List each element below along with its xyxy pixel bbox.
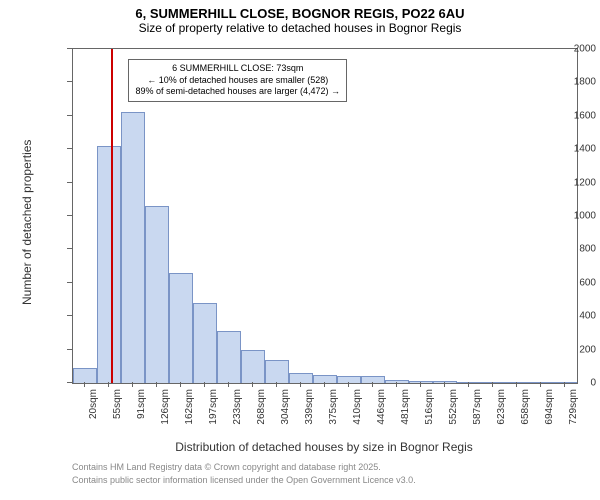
histogram-bar (73, 368, 97, 383)
histogram-bar (193, 303, 217, 383)
y-tick-label: 600 (532, 277, 596, 288)
histogram-bar (457, 382, 481, 383)
histogram-bar (313, 375, 337, 383)
x-tick-mark (180, 382, 181, 387)
histogram-bar (337, 376, 361, 383)
histogram-bar (97, 146, 121, 383)
y-tick-mark (67, 81, 72, 82)
x-tick-label: 304sqm (280, 389, 291, 425)
x-tick-label: 658sqm (520, 389, 531, 425)
y-tick-label: 2000 (532, 44, 596, 55)
footer-line-2: Contains public sector information licen… (72, 475, 416, 485)
x-tick-mark (252, 382, 253, 387)
x-tick-mark (444, 382, 445, 387)
y-tick-mark (67, 349, 72, 350)
y-tick-mark (67, 315, 72, 316)
histogram-bar (385, 380, 409, 383)
x-tick-label: 375sqm (328, 389, 339, 425)
x-tick-mark (228, 382, 229, 387)
histogram-bar (145, 206, 169, 383)
x-tick-mark (396, 382, 397, 387)
x-tick-label: 268sqm (256, 389, 267, 425)
histogram-bar (361, 376, 385, 383)
x-tick-mark (324, 382, 325, 387)
x-tick-label: 410sqm (352, 389, 363, 425)
x-tick-mark (108, 382, 109, 387)
y-tick-label: 1600 (532, 110, 596, 121)
histogram-bar (433, 381, 457, 383)
annotation-line-2: ← 10% of detached houses are smaller (52… (135, 75, 340, 87)
chart-title-sub: Size of property relative to detached ho… (0, 21, 600, 39)
annotation-line-3: 89% of semi-detached houses are larger (… (135, 86, 340, 98)
y-tick-mark (67, 182, 72, 183)
y-tick-mark (67, 115, 72, 116)
y-tick-label: 1400 (532, 144, 596, 155)
x-tick-label: 20sqm (88, 389, 99, 419)
x-tick-label: 729sqm (568, 389, 579, 425)
x-tick-mark (468, 382, 469, 387)
x-tick-mark (300, 382, 301, 387)
y-tick-mark (67, 215, 72, 216)
x-axis-label: Distribution of detached houses by size … (72, 440, 576, 454)
plot-area: 6 SUMMERHILL CLOSE: 73sqm ← 10% of detac… (72, 48, 578, 384)
x-tick-mark (420, 382, 421, 387)
x-tick-label: 481sqm (400, 389, 411, 425)
y-tick-label: 400 (532, 311, 596, 322)
x-tick-mark (540, 382, 541, 387)
x-tick-mark (372, 382, 373, 387)
x-tick-mark (204, 382, 205, 387)
histogram-bar (169, 273, 193, 383)
y-tick-label: 1000 (532, 211, 596, 222)
x-tick-label: 197sqm (208, 389, 219, 425)
histogram-bar (217, 331, 241, 383)
x-tick-label: 91sqm (136, 389, 147, 419)
chart-container: 6, SUMMERHILL CLOSE, BOGNOR REGIS, PO22 … (0, 0, 600, 500)
x-tick-label: 552sqm (448, 389, 459, 425)
histogram-bar (481, 382, 505, 383)
histogram-bar (289, 373, 313, 383)
x-tick-mark (516, 382, 517, 387)
annotation-box: 6 SUMMERHILL CLOSE: 73sqm ← 10% of detac… (128, 59, 347, 102)
histogram-bar (241, 350, 265, 383)
x-tick-label: 694sqm (544, 389, 555, 425)
x-tick-label: 233sqm (232, 389, 243, 425)
y-tick-mark (67, 148, 72, 149)
x-tick-mark (564, 382, 565, 387)
x-tick-mark (276, 382, 277, 387)
histogram-bar (265, 360, 289, 383)
property-marker-line (111, 49, 113, 383)
chart-title-main: 6, SUMMERHILL CLOSE, BOGNOR REGIS, PO22 … (0, 0, 600, 21)
x-tick-label: 446sqm (376, 389, 387, 425)
x-tick-label: 623sqm (496, 389, 507, 425)
x-tick-mark (84, 382, 85, 387)
annotation-line-1: 6 SUMMERHILL CLOSE: 73sqm (135, 63, 340, 75)
x-tick-label: 126sqm (160, 389, 171, 425)
x-tick-label: 339sqm (304, 389, 315, 425)
x-tick-mark (156, 382, 157, 387)
y-tick-mark (67, 48, 72, 49)
x-tick-mark (492, 382, 493, 387)
histogram-bar (409, 381, 433, 383)
y-tick-label: 1200 (532, 177, 596, 188)
x-tick-mark (348, 382, 349, 387)
y-tick-mark (67, 382, 72, 383)
x-tick-label: 587sqm (472, 389, 483, 425)
y-tick-label: 200 (532, 344, 596, 355)
footer-line-1: Contains HM Land Registry data © Crown c… (72, 462, 381, 472)
x-tick-label: 516sqm (424, 389, 435, 425)
x-tick-mark (132, 382, 133, 387)
y-axis-label: Number of detached properties (20, 140, 34, 305)
histogram-bar (505, 382, 529, 383)
y-tick-mark (67, 248, 72, 249)
y-tick-label: 800 (532, 244, 596, 255)
x-tick-label: 162sqm (184, 389, 195, 425)
y-tick-mark (67, 282, 72, 283)
x-tick-label: 55sqm (112, 389, 123, 419)
histogram-bar (121, 112, 145, 383)
y-tick-label: 1800 (532, 77, 596, 88)
